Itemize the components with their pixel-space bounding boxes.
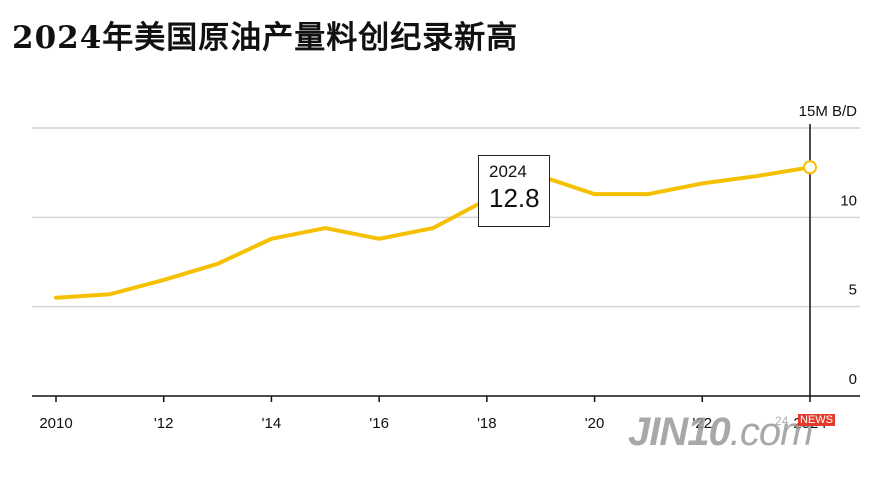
chart-title: 2024年美国原油产量料创纪录新高 bbox=[12, 20, 519, 56]
x-tick-label: '16 bbox=[369, 415, 389, 432]
value-callout: 2024 12.8 bbox=[478, 155, 550, 227]
y-axis-unit-label: 15M B/D bbox=[799, 103, 858, 120]
y-tick-label: 0 bbox=[849, 371, 857, 388]
watermark: JIN10.com 24 NEWS bbox=[628, 410, 848, 470]
x-tick-label: '20 bbox=[585, 415, 605, 432]
watermark-badge: NEWS bbox=[798, 414, 835, 426]
x-tick-label: '22 bbox=[693, 415, 713, 432]
watermark-small-text: 24 bbox=[775, 414, 789, 428]
series-line bbox=[54, 165, 812, 300]
x-tick-label: '12 bbox=[154, 415, 174, 432]
endpoint-marker bbox=[803, 160, 817, 175]
x-axis-ticks: 2010'12'14'16'18'20'222024 bbox=[39, 396, 827, 432]
x-tick-label: 2010 bbox=[39, 415, 72, 432]
y-tick-label: 10 bbox=[840, 192, 857, 209]
watermark-brand: JIN10 bbox=[628, 410, 731, 454]
x-tick-label: '18 bbox=[477, 415, 497, 432]
y-axis-ticks: 0 5 10 bbox=[840, 192, 857, 388]
callout-value: 12.8 bbox=[489, 183, 540, 213]
x-tick-label: '14 bbox=[262, 415, 282, 432]
gridlines bbox=[32, 127, 860, 308]
y-tick-label: 5 bbox=[849, 282, 857, 299]
callout-year: 2024 bbox=[489, 162, 527, 181]
